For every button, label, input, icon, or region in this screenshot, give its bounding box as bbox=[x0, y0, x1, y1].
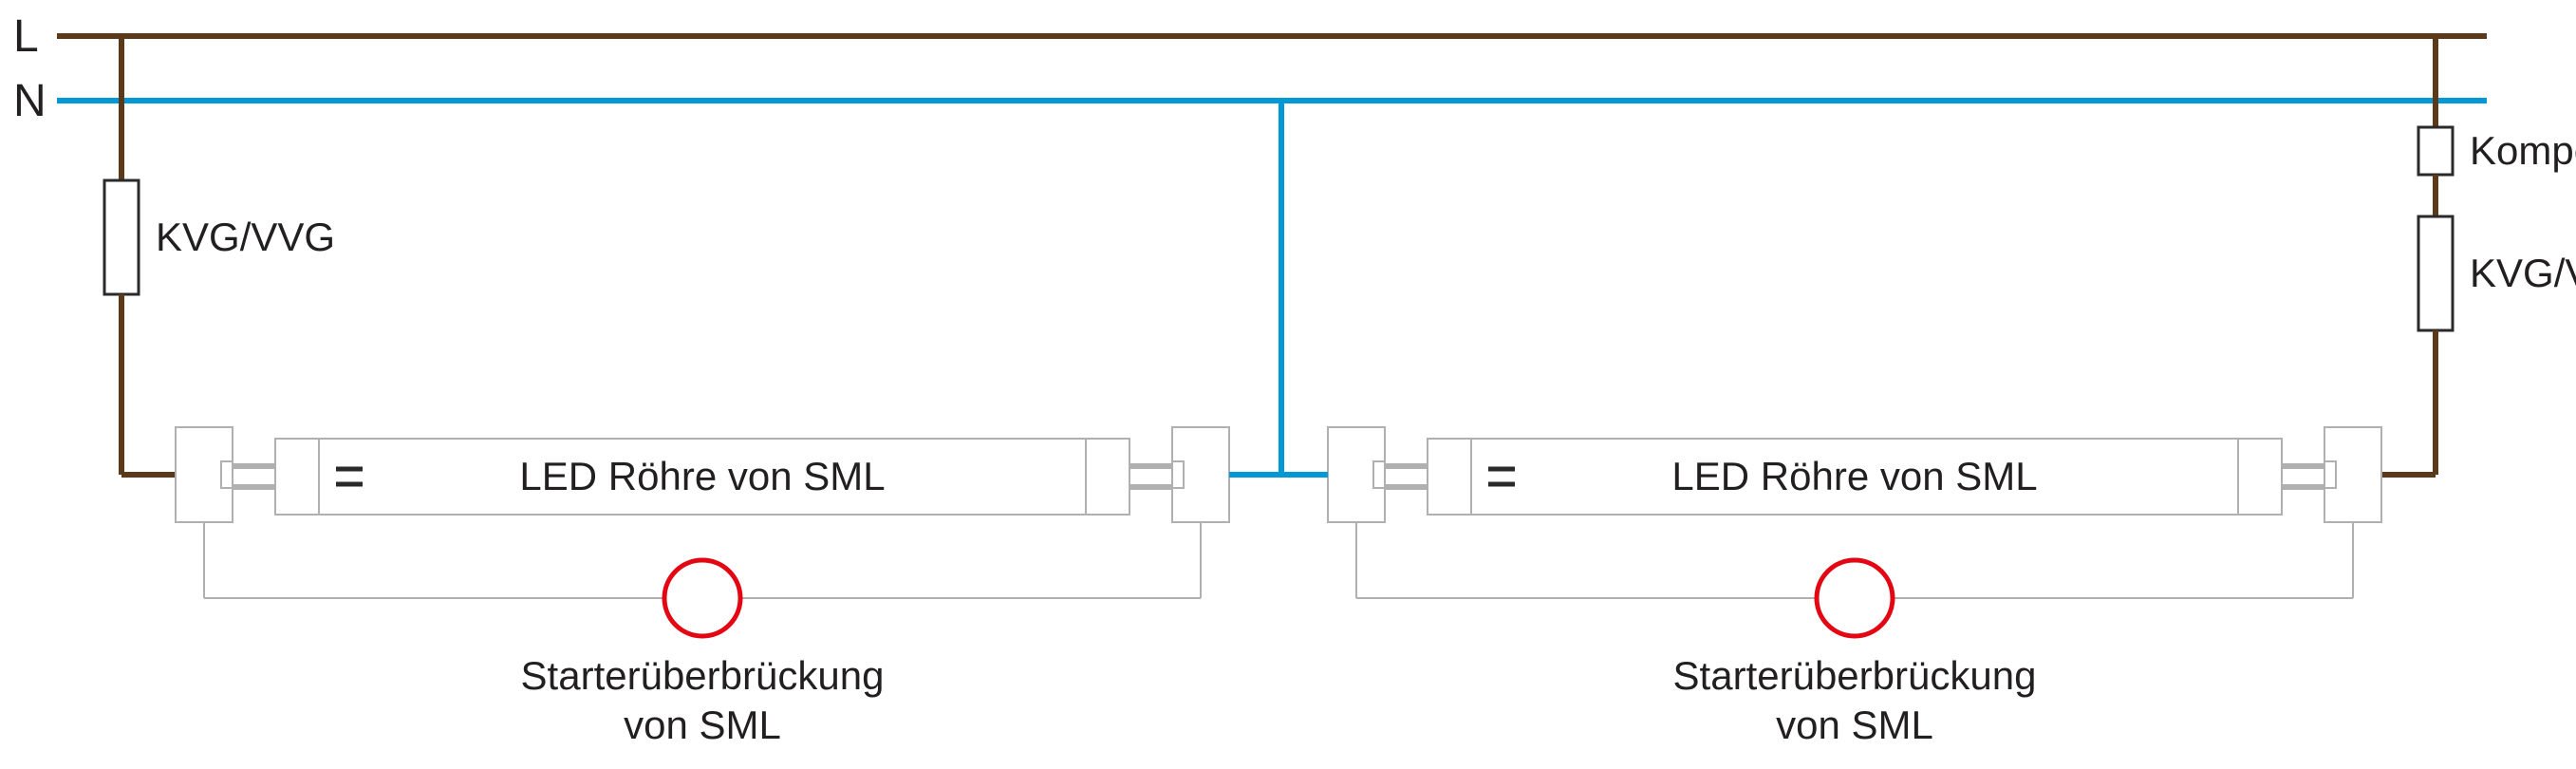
kvg-vvg-label-right: KVG/VVG bbox=[2470, 251, 2576, 295]
kvg-vvg-label-left: KVG/VVG bbox=[156, 215, 335, 259]
kompensation-label: Kompensation bbox=[2470, 128, 2576, 173]
kompensation-box bbox=[2418, 127, 2453, 175]
tube-socket-left-left bbox=[176, 427, 233, 522]
rail-n-label: N bbox=[13, 76, 47, 126]
tube-endcap-right bbox=[2238, 439, 2282, 515]
starter-bridge-left: Starterüberbrückung von SML bbox=[204, 522, 1201, 747]
tube-endcap-left bbox=[275, 439, 319, 515]
starter-circle-icon bbox=[1817, 560, 1893, 636]
socket-notch bbox=[221, 461, 233, 488]
starter-label-1-left: Starterüberbrückung bbox=[521, 653, 885, 698]
kvg-vvg-box-left bbox=[104, 180, 139, 294]
socket-notch bbox=[1373, 461, 1385, 488]
socket-notch bbox=[1172, 461, 1184, 488]
led-tube-left: LED Röhre von SML bbox=[232, 439, 1173, 515]
tube-socket-right-left bbox=[1328, 427, 1385, 522]
tube-socket-left-right bbox=[1172, 427, 1229, 522]
kvg-vvg-box-right bbox=[2418, 216, 2453, 330]
starter-circle-icon bbox=[664, 560, 740, 636]
starter-bridge-right: Starterüberbrückung von SML bbox=[1356, 522, 2353, 747]
socket-notch bbox=[2324, 461, 2336, 488]
starter-label-1-right: Starterüberbrückung bbox=[1673, 653, 2037, 698]
led-tube-label-right: LED Röhre von SML bbox=[1671, 454, 2037, 498]
starter-label-2-left: von SML bbox=[624, 703, 781, 747]
tube-endcap-right bbox=[1086, 439, 1129, 515]
tube-socket-right-right bbox=[2324, 427, 2381, 522]
tube-endcap-left bbox=[1428, 439, 1471, 515]
led-tube-right: LED Röhre von SML bbox=[1384, 439, 2325, 515]
rail-l-label: L bbox=[13, 11, 39, 62]
led-tube-label-left: LED Röhre von SML bbox=[519, 454, 885, 498]
starter-label-2-right: von SML bbox=[1776, 703, 1933, 747]
